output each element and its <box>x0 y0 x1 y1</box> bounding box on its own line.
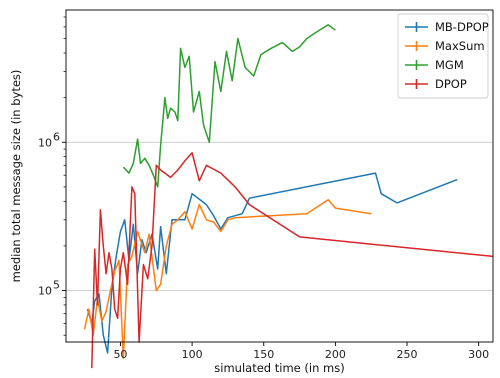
series-lines <box>83 24 494 369</box>
legend-label-mb-dpop: MB-DPOP <box>435 20 489 34</box>
legend-label-maxsum: MaxSum <box>435 39 485 53</box>
x-tick-label-5: 300 <box>468 348 489 361</box>
y-tick-label-1: 10 <box>38 136 52 149</box>
x-tick-label-0: 50 <box>113 348 127 361</box>
x-tick-label-2: 150 <box>253 348 274 361</box>
x-axis-label: simulated time (in ms) <box>214 361 344 375</box>
y-tick-label-0: 10 <box>38 285 52 298</box>
y-axis-label: median total message size (in bytes) <box>9 70 23 283</box>
plot-frame <box>65 9 494 343</box>
x-tick-label-4: 250 <box>397 348 418 361</box>
x-axis-ticks: 50 100 150 200 250 300 <box>113 342 489 361</box>
x-tick-label-3: 200 <box>325 348 346 361</box>
legend-box <box>397 13 489 99</box>
series-line-mgm <box>122 24 336 188</box>
series-line-maxsum <box>83 198 372 359</box>
legend: MB-DPOP MaxSum MGM DPOP <box>397 13 489 99</box>
legend-label-dpop: DPOP <box>435 77 467 91</box>
y-tick-exponent-0: 5 <box>53 279 60 292</box>
legend-label-mgm: MGM <box>435 58 464 72</box>
x-tick-label-1: 100 <box>182 348 203 361</box>
series-line-dpop <box>91 152 494 369</box>
series-line-mb-dpop <box>86 172 458 354</box>
y-tick-exponent-1: 6 <box>53 130 60 143</box>
